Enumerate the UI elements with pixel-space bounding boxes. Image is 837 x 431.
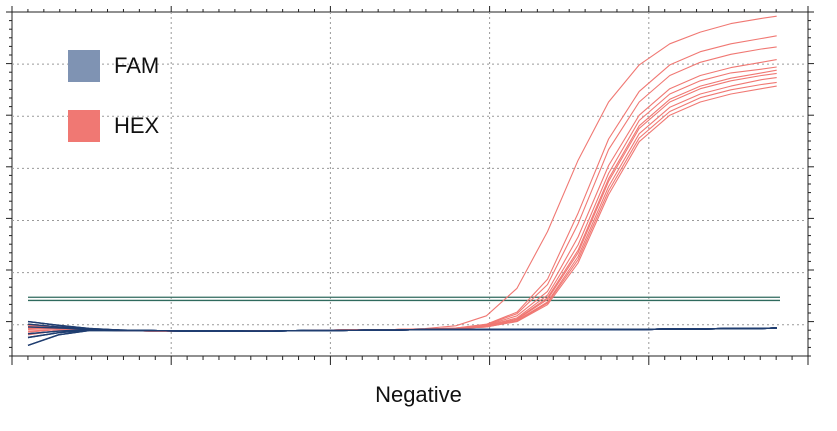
- legend-swatch-fam: [68, 50, 100, 82]
- legend-item-fam: FAM: [68, 47, 159, 85]
- legend-swatch-hex: [68, 110, 100, 142]
- legend: FAM HEX: [68, 47, 159, 167]
- legend-item-hex: HEX: [68, 107, 159, 145]
- legend-label-fam: FAM: [114, 53, 160, 78]
- x-axis-label: Negative: [375, 382, 462, 407]
- legend-label-hex: HEX: [114, 113, 160, 138]
- series-line-fam-top: [27, 327, 777, 347]
